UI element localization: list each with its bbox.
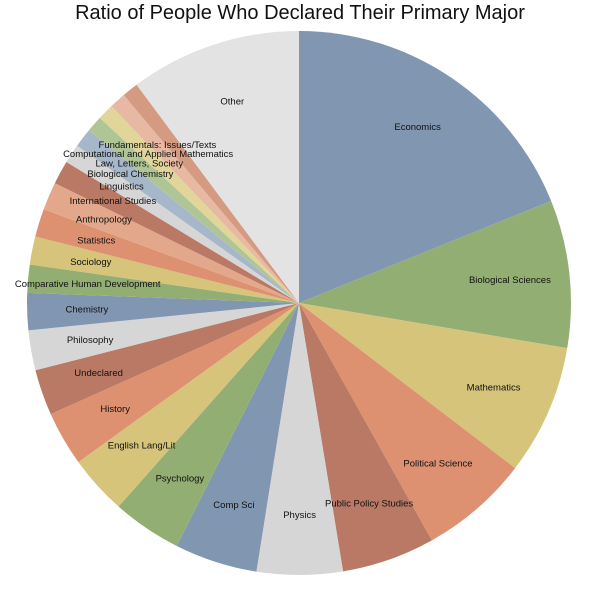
slice-label-biological-chemistry: Biological Chemistry [87,169,173,180]
slice-label-comparative-human-development: Comparative Human Development [15,279,161,290]
pie-slice-chemistry [27,292,299,331]
slice-label-psychology: Psychology [156,474,205,485]
pie-slice-law-letters-society [88,117,300,303]
slice-label-statistics: Statistics [77,236,115,247]
pie-slice-history [50,303,300,463]
slice-label-undeclared: Undeclared [74,368,123,379]
slice-label-computational-and-applied-mathematics: Computational and Applied Mathematics [63,149,233,160]
slice-label-sociology: Sociology [70,257,111,268]
pie-slice-english-lang-lit [78,303,299,507]
slice-label-comp-sci: Comp Sci [213,500,254,511]
pie-slice-linguistics [66,145,300,303]
slice-label-biological-sciences: Biological Sciences [469,275,551,286]
pie-slice-statistics [35,209,299,303]
pie-slice-biological-sciences [299,200,571,349]
pie-slice-unlabeled-23 [123,84,300,303]
slice-label-law-letters-society: Law, Letters, Society [95,158,183,169]
slice-label-political-science: Political Science [403,458,472,469]
slice-label-mathematics: Mathematics [467,383,521,394]
slice-label-english-lang-lit: English Lang/Lit [108,440,176,451]
pie-slice-sociology [29,236,300,303]
pie-slice-psychology [118,303,299,546]
slice-label-public-policy-studies: Public Policy Studies [325,498,413,509]
chart-title: Ratio of People Who Declared Their Prima… [75,2,525,24]
pie-slice-fundamentals-issues-texts [111,95,299,303]
slice-label-anthropology: Anthropology [76,215,132,226]
slice-label-economics: Economics [394,122,441,133]
slice-label-international-studies: International Studies [70,196,157,207]
slice-label-fundamentals-issues-texts: Fundamentals: Issues/Texts [99,140,217,151]
pie-slice-philosophy [28,303,299,371]
slice-label-other: Other [220,97,244,108]
pie-slice-economics [299,31,552,303]
slice-label-physics: Physics [283,510,316,521]
pie-slice-public-policy-studies [299,303,432,572]
pie-slice-political-science [299,303,516,541]
pie-slice-comparative-human-development [27,264,299,303]
slice-label-chemistry: Chemistry [66,305,109,316]
pie-slice-physics [256,303,344,576]
slice-label-history: History [100,404,130,415]
pie-slice-anthropology [43,183,300,303]
pie-slice-other [136,31,299,303]
pie-slice-international-studies [54,162,299,303]
slice-label-linguistics: Linguistics [99,182,144,193]
pie-slice-comp-sci [176,303,299,572]
pie-slice-biological-chemistry [77,130,299,303]
pie-slice-undeclared [35,303,300,415]
slice-label-philosophy: Philosophy [67,335,114,346]
pie-slice-computational-and-applied-mathematics [99,106,300,303]
pie-slice-mathematics [299,303,568,469]
